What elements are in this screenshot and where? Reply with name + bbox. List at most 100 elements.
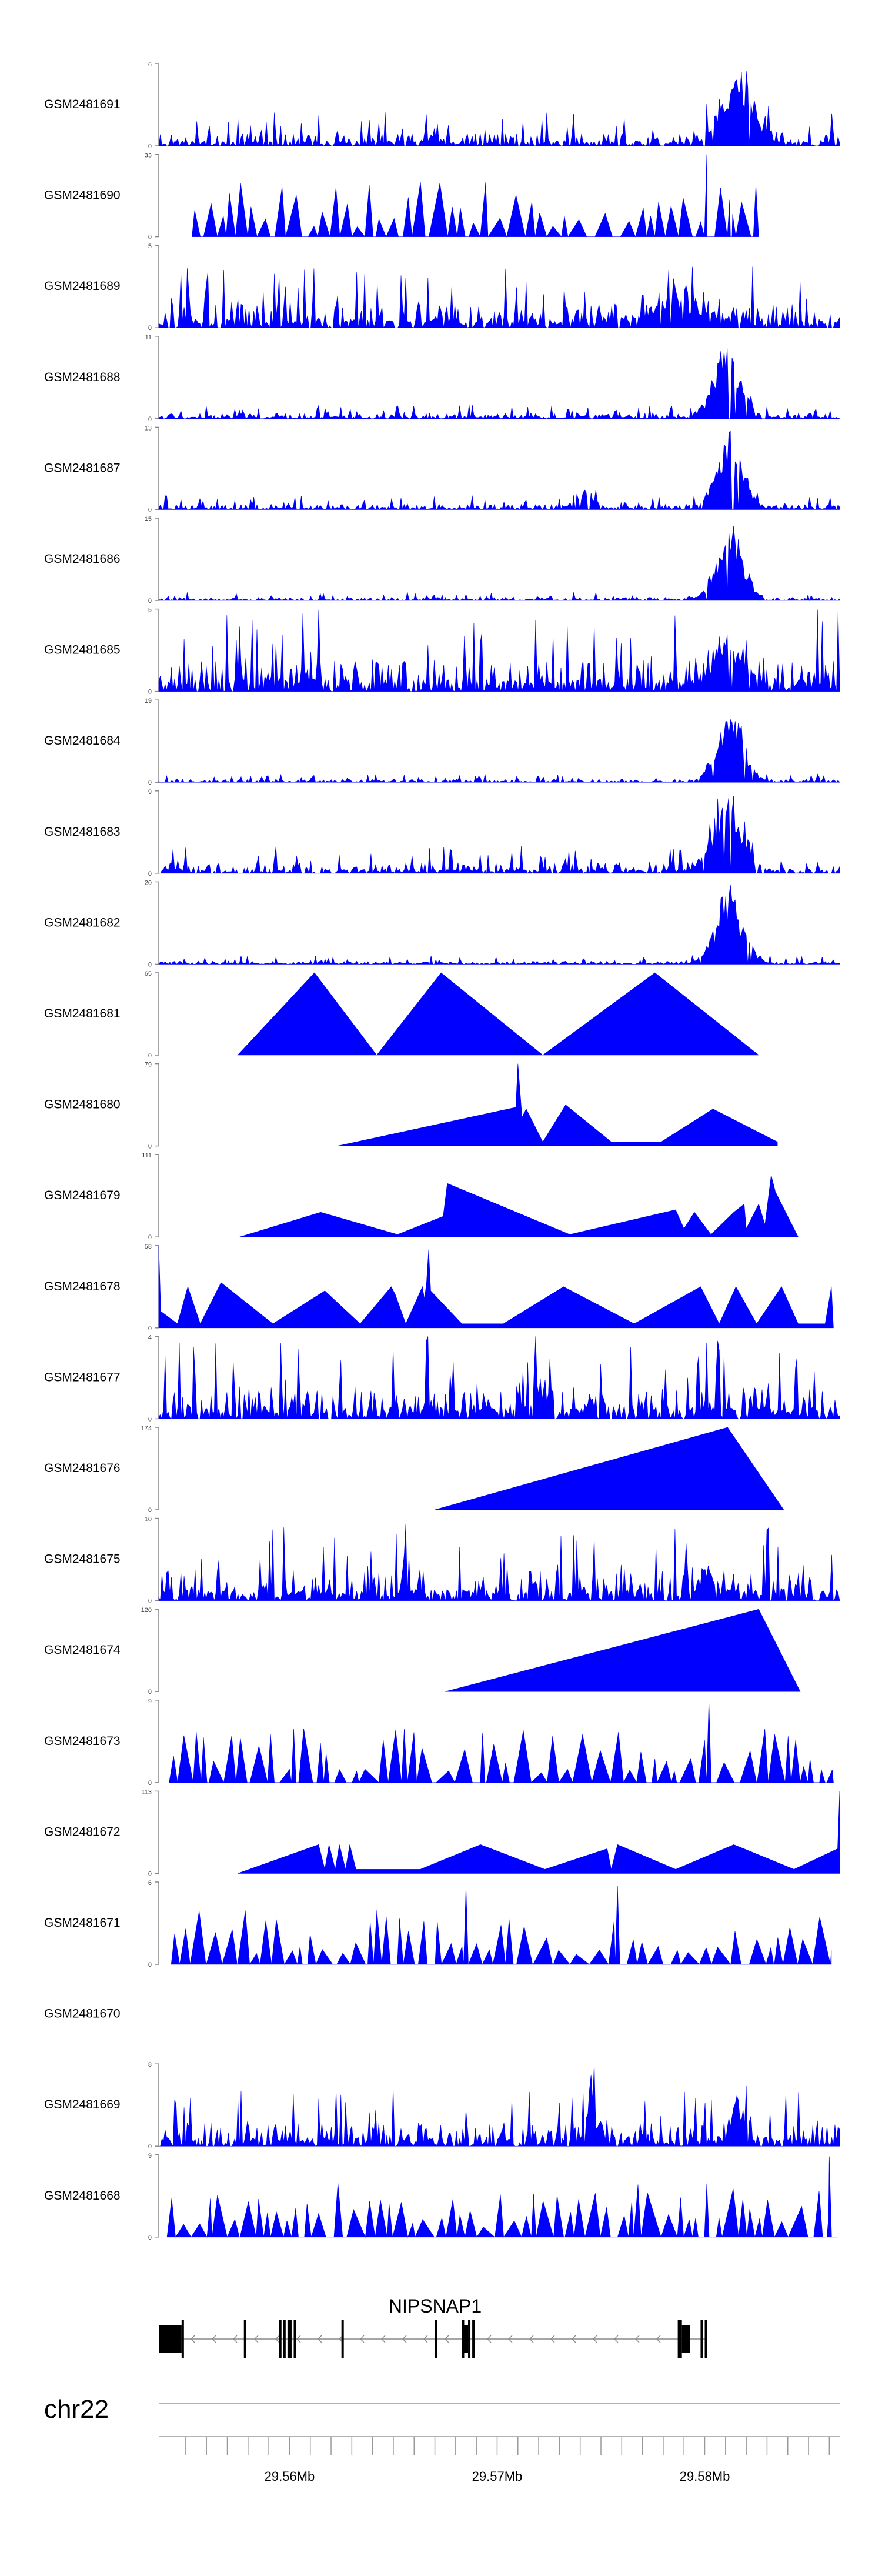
track-GSM2481678: GSM2481678 58 0 [44, 1243, 834, 1332]
track-GSM2481685: GSM2481685 5 0 [44, 607, 840, 696]
coverage-area [158, 884, 840, 965]
coverage-area [445, 1609, 801, 1692]
track-label: GSM2481690 [44, 189, 121, 202]
exon [435, 2320, 437, 2358]
y-max-label: 9 [148, 2153, 152, 2160]
exon [341, 2320, 344, 2358]
track-GSM2481682: GSM2481682 20 0 [44, 879, 840, 968]
y-min-label: 0 [148, 234, 152, 241]
exon [283, 2320, 286, 2358]
track-label: GSM2481673 [44, 1734, 121, 1748]
track-GSM2481676: GSM2481676 174 0 [44, 1425, 784, 1514]
track-panels: GSM248169160GSM2481690330GSM248168950GSM… [44, 61, 840, 2241]
strand-arrow [487, 2335, 492, 2343]
track-GSM2481677: GSM2481677 4 0 [44, 1334, 840, 1423]
exon [279, 2320, 282, 2358]
track-label: GSM2481680 [44, 1098, 121, 1112]
track-label: GSM2481676 [44, 1461, 121, 1475]
track-GSM2481674: GSM2481674 120 0 [44, 1607, 801, 1696]
y-min-label: 0 [148, 416, 152, 423]
coverage-area [158, 431, 840, 510]
y-min-label: 0 [148, 506, 152, 513]
track-label: GSM2481688 [44, 371, 121, 384]
y-min-label: 0 [148, 2143, 152, 2150]
y-max-label: 65 [145, 970, 152, 977]
strand-arrow [572, 2335, 576, 2343]
exon [462, 2320, 465, 2358]
track-label: GSM2481669 [44, 2098, 121, 2111]
exon [181, 2320, 184, 2358]
track-label: GSM2481678 [44, 1280, 121, 1293]
strand-arrow [296, 2335, 301, 2343]
track-label: GSM2481671 [44, 1916, 121, 1930]
y-min-label: 0 [148, 1325, 152, 1332]
y-min-label: 0 [148, 1780, 152, 1787]
coverage-area [192, 154, 759, 238]
y-min-label: 0 [148, 143, 152, 150]
strand-arrow [381, 2335, 386, 2343]
strand-arrow [550, 2335, 555, 2343]
strand-arrow [423, 2335, 428, 2343]
y-min-label: 0 [148, 1234, 152, 1241]
track-label: GSM2481689 [44, 279, 121, 293]
exon [287, 2320, 292, 2358]
track-GSM2481691: GSM2481691 6 0 [44, 61, 840, 150]
strand-arrow [656, 2335, 661, 2343]
coverage-area [159, 795, 840, 874]
strand-arrow [614, 2335, 619, 2343]
track-label: GSM2481684 [44, 734, 121, 748]
y-min-label: 0 [148, 598, 152, 605]
track-label: GSM2481683 [44, 825, 121, 839]
y-min-label: 0 [148, 1598, 152, 1605]
strand-arrow [635, 2335, 640, 2343]
track-GSM2481690: GSM2481690 33 0 [44, 152, 759, 241]
axis-tick-label: 29.56Mb [265, 2469, 315, 2484]
exon [463, 2325, 469, 2353]
y-max-label: 11 [145, 334, 152, 341]
track-label: GSM2481681 [44, 1007, 121, 1020]
track-GSM2481675: GSM2481675 10 0 [44, 1516, 840, 1605]
y-max-label: 6 [148, 61, 152, 68]
coverage-area [158, 1336, 840, 1420]
y-min-label: 0 [148, 1961, 152, 1968]
y-min-label: 0 [148, 1416, 152, 1423]
exon [700, 2320, 703, 2358]
strand-arrow [508, 2335, 513, 2343]
strand-arrow [593, 2335, 597, 2343]
axis-tick-label: 29.58Mb [680, 2469, 730, 2484]
strand-arrow [212, 2335, 216, 2343]
track-GSM2481680: GSM2481680 79 0 [44, 1062, 778, 1150]
y-max-label: 174 [141, 1425, 152, 1432]
gene-track: NIPSNAP1 [159, 2295, 707, 2358]
y-min-label: 0 [148, 689, 152, 696]
track-label: GSM2481691 [44, 98, 121, 111]
track-GSM2481672: GSM2481672 113 0 [44, 1788, 840, 1877]
track-GSM2481671: GSM2481671 6 0 [44, 1880, 832, 1968]
coverage-area [239, 1175, 799, 1237]
genome-axis-track: chr22 29.56Mb 29.57Mb 29.58Mb [44, 2395, 840, 2484]
y-max-label: 5 [148, 243, 152, 250]
chromosome-label: chr22 [44, 2395, 109, 2424]
track-GSM2481686: GSM2481686 15 0 [44, 516, 840, 605]
track-label: GSM2481674 [44, 1643, 121, 1657]
y-max-label: 6 [148, 1880, 152, 1887]
y-min-label: 0 [148, 1507, 152, 1514]
y-min-label: 0 [148, 779, 152, 786]
strand-arrow [191, 2335, 195, 2343]
track-label: GSM2481675 [44, 1553, 121, 1566]
coverage-area [166, 2156, 838, 2238]
y-max-label: 9 [148, 1698, 152, 1705]
y-min-label: 0 [148, 870, 152, 877]
gene-name-label: NIPSNAP1 [389, 2295, 482, 2317]
axis-tick-label: 29.57Mb [472, 2469, 523, 2484]
strand-arrow [275, 2335, 280, 2343]
track-GSM2481668: GSM2481668 9 0 [44, 2153, 838, 2241]
y-max-label: 20 [145, 879, 152, 886]
track-GSM2481669: GSM2481669 8 0 [44, 2061, 840, 2150]
coverage-area [158, 1245, 834, 1329]
coverage-area [169, 1700, 834, 1783]
track-label: GSM2481668 [44, 2189, 121, 2203]
coverage-area [435, 1427, 784, 1510]
exon [468, 2320, 471, 2358]
